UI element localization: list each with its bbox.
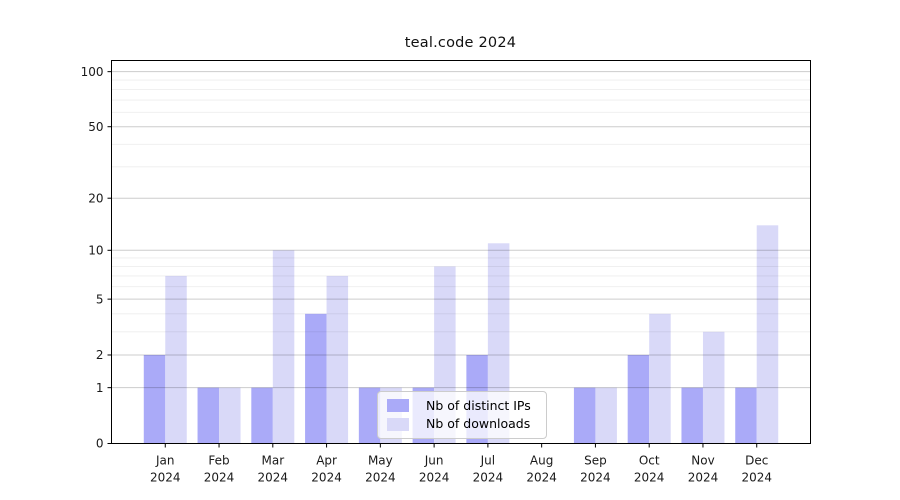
- bar-downloads-mar: [272, 250, 295, 444]
- legend-label-downloads: Nb of downloads: [426, 415, 531, 431]
- x-tick-label-month: Jun: [424, 454, 444, 468]
- x-tick-label-month: Oct: [639, 454, 660, 468]
- x-tick-label-month: May: [368, 454, 393, 468]
- bar-distinct-ips-feb: [197, 387, 220, 444]
- bar-downloads-dec: [756, 225, 779, 444]
- x-tick-label-year: 2024: [150, 471, 181, 485]
- x-tick-label-month: Mar: [261, 454, 284, 468]
- x-tick-label-month: Dec: [745, 454, 768, 468]
- x-tick-label-month: Apr: [316, 454, 337, 468]
- bar-downloads-jan: [165, 275, 187, 444]
- legend-label-distinct-ips: Nb of distinct IPs: [426, 397, 531, 413]
- bar-downloads-feb: [219, 387, 241, 444]
- chart-title: teal.code 2024: [404, 35, 517, 51]
- y-tick-label: 100: [81, 65, 104, 79]
- x-tick-label-month: Sep: [584, 454, 607, 468]
- x-tick-label-month: Aug: [530, 454, 553, 468]
- plot-border: [111, 60, 811, 444]
- x-tick-label-year: 2024: [204, 471, 235, 485]
- bar-downloads-oct: [649, 313, 671, 444]
- bar-downloads-apr: [326, 275, 349, 444]
- x-tick-label-year: 2024: [311, 471, 342, 485]
- legend-item-downloads: Nb of downloads: [387, 415, 540, 431]
- x-tick-label-year: 2024: [741, 471, 772, 485]
- y-tick-label: 2: [96, 348, 104, 362]
- bar-distinct-ips-mar: [251, 387, 273, 444]
- x-tick-label-month: Nov: [691, 454, 714, 468]
- x-tick-label-year: 2024: [526, 471, 557, 485]
- bar-downloads-sep: [595, 387, 617, 444]
- y-tick-label: 5: [96, 292, 104, 306]
- bar-distinct-ips-apr: [305, 313, 327, 444]
- bar-distinct-ips-jan: [143, 354, 166, 444]
- bar-distinct-ips-nov: [681, 387, 703, 444]
- x-tick-label-month: Feb: [208, 454, 229, 468]
- bar-distinct-ips-may: [358, 387, 381, 444]
- legend-swatch-downloads: [387, 417, 409, 431]
- x-tick-label-month: Jan: [155, 454, 175, 468]
- legend-swatch-distinct-ips: [387, 399, 409, 413]
- bar-distinct-ips-dec: [735, 387, 757, 444]
- x-tick-label-year: 2024: [365, 471, 396, 485]
- chart-legend: Nb of distinct IPs Nb of downloads: [377, 391, 547, 439]
- x-tick-label-month: Jul: [480, 454, 495, 468]
- x-tick-label-year: 2024: [634, 471, 665, 485]
- y-tick-label: 0: [96, 437, 104, 451]
- y-tick-label: 1: [96, 381, 104, 395]
- x-tick-label-year: 2024: [419, 471, 450, 485]
- x-tick-label-year: 2024: [688, 471, 719, 485]
- x-tick-label-year: 2024: [473, 471, 504, 485]
- bar-distinct-ips-oct: [627, 354, 650, 444]
- y-tick-label: 10: [88, 243, 103, 257]
- x-tick-label-year: 2024: [580, 471, 611, 485]
- bar-distinct-ips-sep: [573, 387, 596, 444]
- bar-downloads-nov: [702, 331, 725, 444]
- y-tick-label: 20: [88, 191, 103, 205]
- legend-item-distinct-ips: Nb of distinct IPs: [387, 397, 540, 413]
- x-tick-label-year: 2024: [258, 471, 289, 485]
- y-tick-label: 50: [88, 120, 103, 134]
